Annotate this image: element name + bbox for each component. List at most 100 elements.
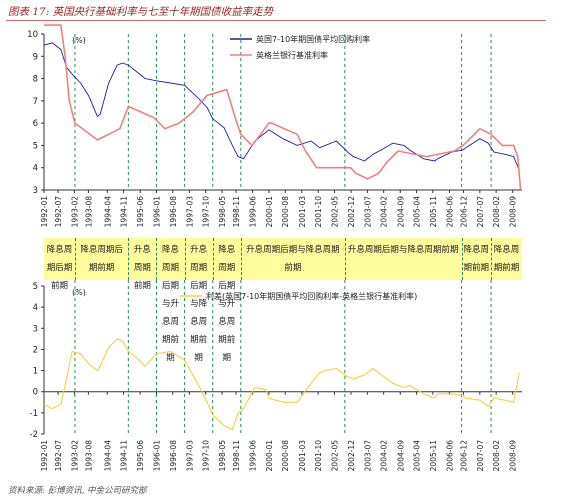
y-tick-label: 5	[33, 141, 38, 151]
x-tick-label: 1998-05	[218, 440, 227, 472]
x-tick-label: 2000-01	[265, 196, 274, 228]
x-tick-label: 1992-07	[54, 196, 63, 228]
x-tick-label: 1994-04	[103, 440, 112, 472]
legend-label: 英格兰银行基准利率	[256, 50, 328, 60]
x-tick-label: 2004-09	[396, 196, 405, 228]
phase-divider-line	[212, 238, 214, 280]
phase-divider-line	[344, 238, 346, 280]
phase-divider-line	[240, 238, 242, 280]
phase-label: 降息周期后期与升息周期前期	[218, 245, 236, 363]
phase-divider-line	[491, 238, 493, 280]
x-tick-label: 2008-02	[492, 196, 501, 228]
x-tick-label: 2002-05	[330, 440, 339, 472]
y-unit-label: (%)	[72, 288, 86, 297]
x-tick-label: 1992-01	[40, 196, 49, 228]
x-tick-label: 2005-04	[413, 196, 422, 228]
x-tick-label: 2005-04	[413, 440, 422, 472]
y-tick-label: 5	[33, 282, 38, 292]
x-tick-label: 1993-02	[70, 196, 79, 228]
source-note: 资料来源: 彭博资讯, 中金公司研究部	[8, 486, 147, 496]
series-line-1	[43, 338, 520, 431]
x-tick-label: 1997-03	[185, 196, 194, 228]
phase-label: 降息周期后期前期	[80, 245, 123, 273]
x-tick-label: 1995-06	[136, 440, 145, 472]
y-tick-label: 10	[27, 30, 38, 40]
yield-spread-chart: -2 -1 0 1 2 3 4 5 (%) 1992-01 1992-07 1993-02 1993-0…	[30, 280, 522, 472]
x-tick-label: 1995-06	[136, 196, 145, 228]
x-tick-label: 2002-05	[330, 196, 339, 228]
y-tick-label: 8	[33, 75, 38, 85]
series-line-1	[43, 42, 520, 171]
phase-divider-line	[461, 238, 463, 280]
x-tick-label: 2007-07	[476, 196, 485, 228]
x-tick-label: 2000-01	[265, 440, 274, 472]
y-tick-label: -1	[30, 409, 38, 419]
cycle-phase-band: 降息周期后期前期 降息周期后期前期 升息周期前期 降息周期后期与升息周期前期 升息周期后…	[44, 238, 522, 363]
x-tick-label: 1993-08	[84, 196, 93, 228]
x-tick-label: 1992-07	[54, 440, 63, 472]
x-tick-label: 2004-09	[396, 440, 405, 472]
x-tick-label: 2003-07	[363, 440, 372, 472]
y-tick-label: 2	[33, 345, 38, 355]
x-tick-label: 1998-11	[232, 196, 241, 228]
phase-divider-line	[128, 238, 130, 280]
x-tick-label: 2003-07	[363, 196, 372, 228]
x-tick-label: 2005-11	[429, 440, 438, 472]
x-tick-label: 1996-01	[152, 440, 161, 472]
x-tick-label: 2008-09	[509, 196, 518, 228]
y-tick-label: 0	[33, 388, 38, 398]
phase-divider-line	[156, 238, 158, 280]
x-tick-label: 1993-02	[70, 440, 79, 472]
x-tick-label: 1998-05	[218, 196, 227, 228]
x-tick-label: 2001-03	[298, 196, 307, 228]
x-tick-label: 1997-10	[202, 196, 211, 228]
x-tick-label: 1996-08	[169, 440, 178, 472]
x-tick-label: 2006-12	[460, 440, 469, 472]
legend-label: 英国7-10年期国债平均回购利率	[256, 34, 370, 44]
legend-label: 利差(英国7-10年期国债平均回购利率-英格兰银行基准利率)	[206, 291, 417, 301]
x-tick-label: 1999-06	[249, 196, 258, 228]
phase-label: 升息周期后期与降息周期前期	[347, 245, 459, 255]
x-tick-label: 1996-08	[169, 196, 178, 228]
series-line-2	[44, 24, 522, 191]
phase-label: 降息周期后期与升息周期前期	[162, 245, 180, 363]
y-unit-label: (%)	[72, 36, 86, 45]
phase-divider-line	[184, 238, 186, 280]
x-tick-label: 2004-02	[380, 196, 389, 228]
y-tick-label: -2	[30, 430, 38, 440]
x-tick-label: 2007-07	[476, 440, 485, 472]
y-tick-label: 9	[33, 52, 38, 62]
phase-label: 升息周期后期与降息周期前期	[190, 245, 208, 363]
phase-label: 升息周期前期	[133, 245, 151, 291]
x-tick-label: 2000-08	[281, 196, 290, 228]
y-tick-label: 3	[33, 324, 38, 334]
x-tick-label: 2002-12	[347, 440, 356, 472]
x-tick-label: 2006-12	[460, 196, 469, 228]
phase-label: 降息周期后期前期	[46, 245, 73, 291]
x-tick-label: 2000-08	[281, 440, 290, 472]
x-tick-label: 2001-03	[298, 440, 307, 472]
policy-rate-and-gilt-yield-chart: 3 4 5 6 7 8 9 10 (%) 1992-01 1992-07 1993-02 1993-08…	[27, 24, 522, 228]
x-tick-label: 2004-02	[380, 440, 389, 472]
x-tick-label: 1997-03	[185, 440, 194, 472]
y-tick-label: 3	[33, 186, 38, 196]
figure-title: 图表 17: 英国央行基础利率与七至十年期国债收益率走势	[8, 6, 274, 18]
y-tick-label: 4	[33, 164, 38, 174]
x-tick-label: 1992-01	[40, 440, 49, 472]
y-tick-label: 4	[33, 303, 38, 313]
x-tick-label: 1994-11	[120, 196, 129, 228]
phase-divider-line	[74, 238, 76, 280]
x-tick-label: 1994-04	[103, 196, 112, 228]
x-tick-label: 2008-02	[492, 440, 501, 472]
phase-label: 降息周期前期	[493, 245, 520, 273]
y-tick-label: 7	[33, 97, 38, 107]
y-tick-label: 6	[33, 119, 38, 129]
phase-label: 降息周期前期	[463, 245, 490, 273]
x-tick-label: 1999-06	[249, 440, 258, 472]
x-tick-label: 1994-11	[120, 440, 129, 472]
x-tick-label: 1996-01	[152, 196, 161, 228]
x-tick-label: 1997-10	[202, 440, 211, 472]
x-tick-label: 1998-11	[232, 440, 241, 472]
title-divider	[6, 20, 546, 21]
phase-label: 升息周期后期与降息周期前期	[246, 245, 340, 273]
